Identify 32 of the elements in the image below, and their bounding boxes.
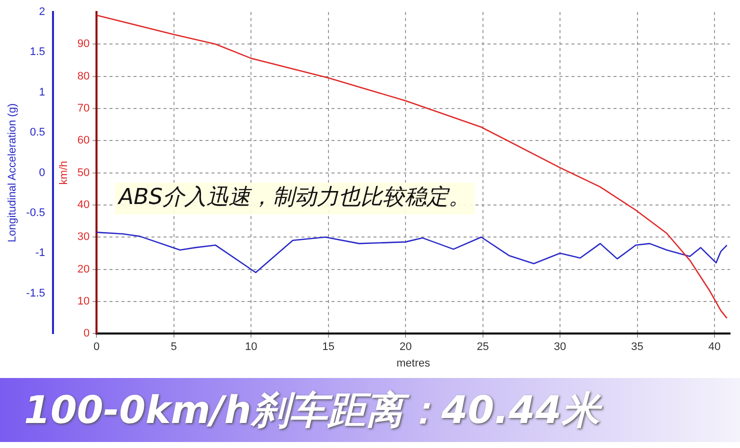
y-tick-label: 40 xyxy=(77,198,90,211)
y2-tick-label: -0.5 xyxy=(26,207,46,220)
y2-tick-label: 1 xyxy=(39,86,46,98)
x-tick-label: 10 xyxy=(244,341,258,354)
y2-tick-label: 1.5 xyxy=(30,46,46,58)
y-tick-label: 0 xyxy=(83,328,90,340)
x-axis-title: metres xyxy=(396,357,431,370)
x-tick-label: 35 xyxy=(631,341,644,354)
y2-tick-label: 0.5 xyxy=(30,126,46,139)
y2-tick-label: 0 xyxy=(39,166,46,179)
y2-tick-label: -1 xyxy=(35,247,46,260)
y-axis-title: km/h xyxy=(58,160,70,185)
x-tick-label: 5 xyxy=(170,341,177,354)
x-tick-label: 30 xyxy=(554,341,566,354)
y-tick-label: 90 xyxy=(77,38,90,50)
y-tick-label: 20 xyxy=(77,263,90,276)
x-tick-label: 20 xyxy=(399,341,412,354)
y2-axis-title: Longitudinal Acceleration (g) xyxy=(6,103,19,242)
y-tick-label: 60 xyxy=(77,134,90,147)
y-tick-label: 10 xyxy=(77,295,90,308)
y2-tick-label: 2 xyxy=(39,6,46,18)
y-tick-label: 80 xyxy=(77,70,90,82)
x-tick-label: 15 xyxy=(322,341,334,354)
y-tick-label: 50 xyxy=(77,166,90,179)
text: 100-0km/h刹车距离：40.44米 xyxy=(24,386,600,434)
y-tick-label: 30 xyxy=(77,231,90,244)
y2-tick-label: -1.5 xyxy=(26,287,46,300)
y-tick-label: 70 xyxy=(77,102,90,115)
x-tick-label: 40 xyxy=(708,341,721,354)
x-tick-label: 0 xyxy=(94,341,100,354)
x-tick-label: 25 xyxy=(476,341,489,354)
annotation: ABS介入迅速，制动力也比较稳定。 xyxy=(116,185,471,210)
